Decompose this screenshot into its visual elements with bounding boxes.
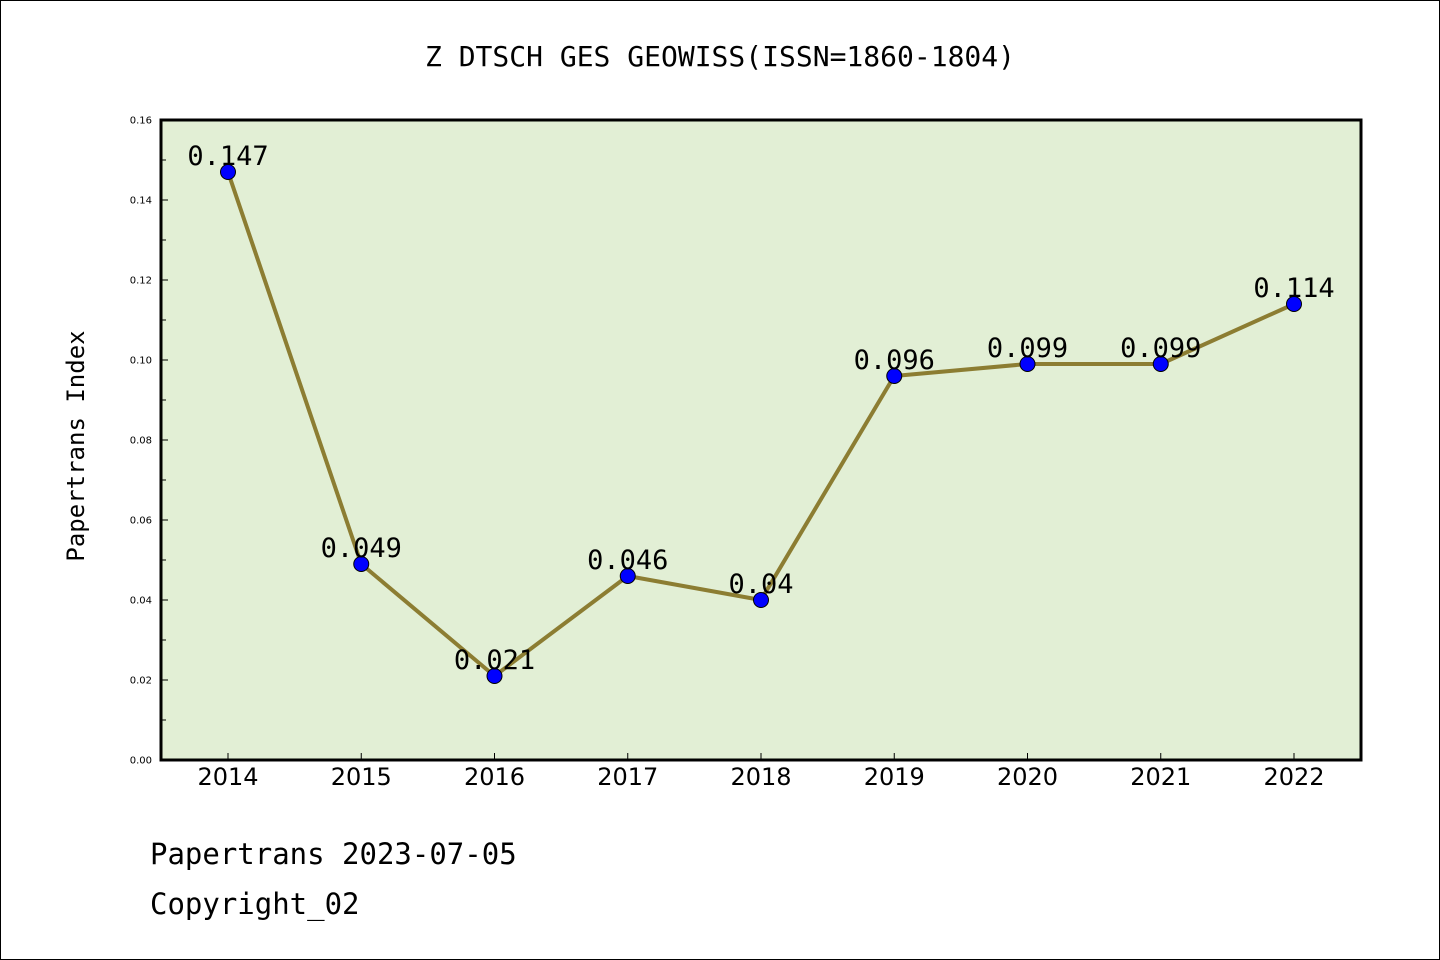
- y-tick-label: 0.12: [130, 276, 152, 287]
- footer-date: Papertrans 2023-07-05: [150, 837, 517, 871]
- data-label: 0.04: [728, 569, 793, 600]
- y-tick-label: 0.04: [130, 596, 152, 607]
- y-tick-label: 0.10: [130, 356, 152, 367]
- data-point: [1286, 296, 1302, 312]
- data-point: [486, 668, 503, 684]
- y-tick-label: 0.06: [130, 516, 152, 527]
- y-tick-label: 0.16: [130, 116, 152, 127]
- x-tick-label: 2014: [197, 763, 258, 791]
- data-label: 0.096: [854, 345, 935, 376]
- data-label: 0.114: [1253, 273, 1334, 304]
- x-tick-label: 2020: [997, 763, 1058, 791]
- data-label: 0.099: [1120, 333, 1201, 364]
- x-tick-label: 2017: [597, 763, 658, 791]
- chart-title: Z DTSCH GES GEOWISS(ISSN=1860-1804): [425, 40, 1015, 73]
- x-axis: 2014 2015 2016 2017 2018 2019 2020 2021 2022: [197, 753, 1325, 791]
- data-labels: 0.147 0.049 0.021 0.046 0.04 0.096 0.099 0.099 0…: [187, 141, 1334, 676]
- y-tick-label: 0.14: [130, 196, 152, 207]
- y-tick-label: 0.00: [130, 756, 152, 767]
- data-label: 0.046: [587, 545, 668, 576]
- y-axis-title: Papertrans Index: [62, 330, 90, 561]
- plot-area: [161, 120, 1361, 760]
- data-point: [1152, 356, 1169, 372]
- x-tick-label: 2016: [464, 763, 525, 791]
- data-label: 0.147: [187, 141, 268, 172]
- data-label: 0.049: [321, 533, 402, 564]
- footer-copyright: Copyright_02: [150, 887, 360, 922]
- y-axis: 0.00 0.02 0.04 0.06 0.08 0.10 0.12 0.14 0.16: [130, 116, 168, 767]
- data-point: [220, 164, 236, 180]
- data-point: [619, 568, 636, 584]
- x-tick-label: 2018: [730, 763, 791, 791]
- data-point: [753, 592, 769, 608]
- data-point: [1019, 356, 1036, 372]
- data-label: 0.021: [454, 645, 535, 676]
- x-tick-label: 2022: [1263, 763, 1324, 791]
- data-point: [886, 368, 903, 384]
- data-label: 0.099: [987, 333, 1068, 364]
- x-tick-label: 2019: [864, 763, 925, 791]
- plot-border: [159, 118, 1363, 762]
- series: [220, 164, 1302, 684]
- x-tick-label: 2015: [331, 763, 392, 791]
- y-tick-label: 0.08: [130, 436, 152, 447]
- y-tick-label: 0.02: [130, 676, 152, 687]
- data-point: [353, 556, 370, 572]
- x-tick-label: 2021: [1130, 763, 1191, 791]
